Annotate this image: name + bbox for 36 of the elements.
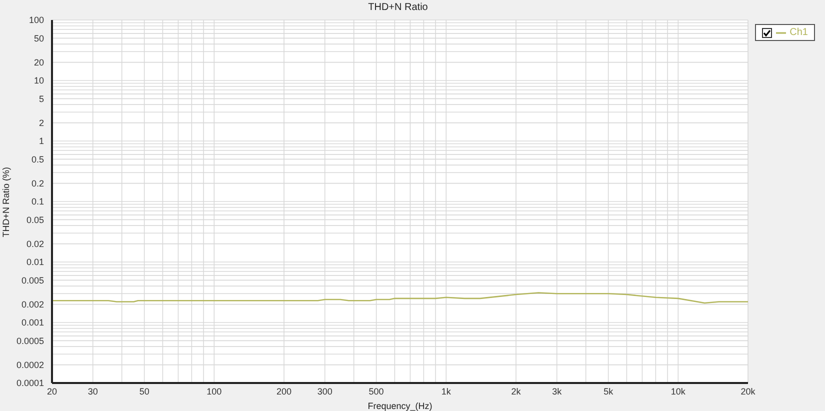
x-tick-label: 20k (740, 386, 756, 396)
x-tick-label: 200 (276, 386, 292, 396)
y-axis-title: THD+N Ratio (%) (1, 166, 11, 238)
y-tick-label: 0.0002 (16, 360, 44, 370)
x-tick-label: 2k (511, 386, 522, 396)
x-tick-label: 300 (317, 386, 332, 396)
y-tick-label: 0.002 (21, 299, 44, 310)
y-tick-label: 10 (34, 76, 44, 86)
x-tick-label: 20 (46, 386, 58, 396)
legend-label: Ch1 (790, 27, 808, 38)
y-tick-label: 0.01 (26, 257, 44, 268)
y-tick-label: 0.0001 (16, 378, 44, 388)
y-tick-label: 1 (38, 136, 44, 146)
x-tick-label: 500 (368, 386, 384, 396)
y-tick-label: 0.005 (21, 275, 44, 286)
y-tick-label: 0.02 (26, 238, 44, 249)
y-tick-label: 0.001 (21, 318, 44, 328)
y-tick-label: 20 (34, 57, 44, 68)
y-tick-label: 100 (28, 15, 44, 26)
x-tick-label: 1k (441, 386, 452, 396)
y-tick-label: 5 (38, 94, 44, 104)
x-axis-title: Frequency_(Hz) (368, 401, 432, 411)
y-tick-label: 50 (34, 33, 44, 44)
y-tick-label: 0.5 (31, 154, 44, 164)
chart-title: THD+N Ratio (367, 2, 429, 13)
x-tick-label: 30 (88, 386, 98, 396)
y-tick-label: 0.1 (31, 196, 44, 207)
y-tick-label: 0.05 (26, 214, 44, 225)
x-tick-label: 3k (552, 386, 562, 396)
y-tick-label: 2 (38, 118, 44, 128)
x-tick-label: 50 (139, 386, 150, 396)
x-tick-label: 100 (206, 386, 222, 396)
x-tick-label: 5k (604, 386, 614, 396)
x-tick-label: 10k (670, 386, 686, 396)
y-tick-label: 0.2 (31, 178, 44, 188)
y-tick-label: 0.0005 (16, 336, 44, 346)
